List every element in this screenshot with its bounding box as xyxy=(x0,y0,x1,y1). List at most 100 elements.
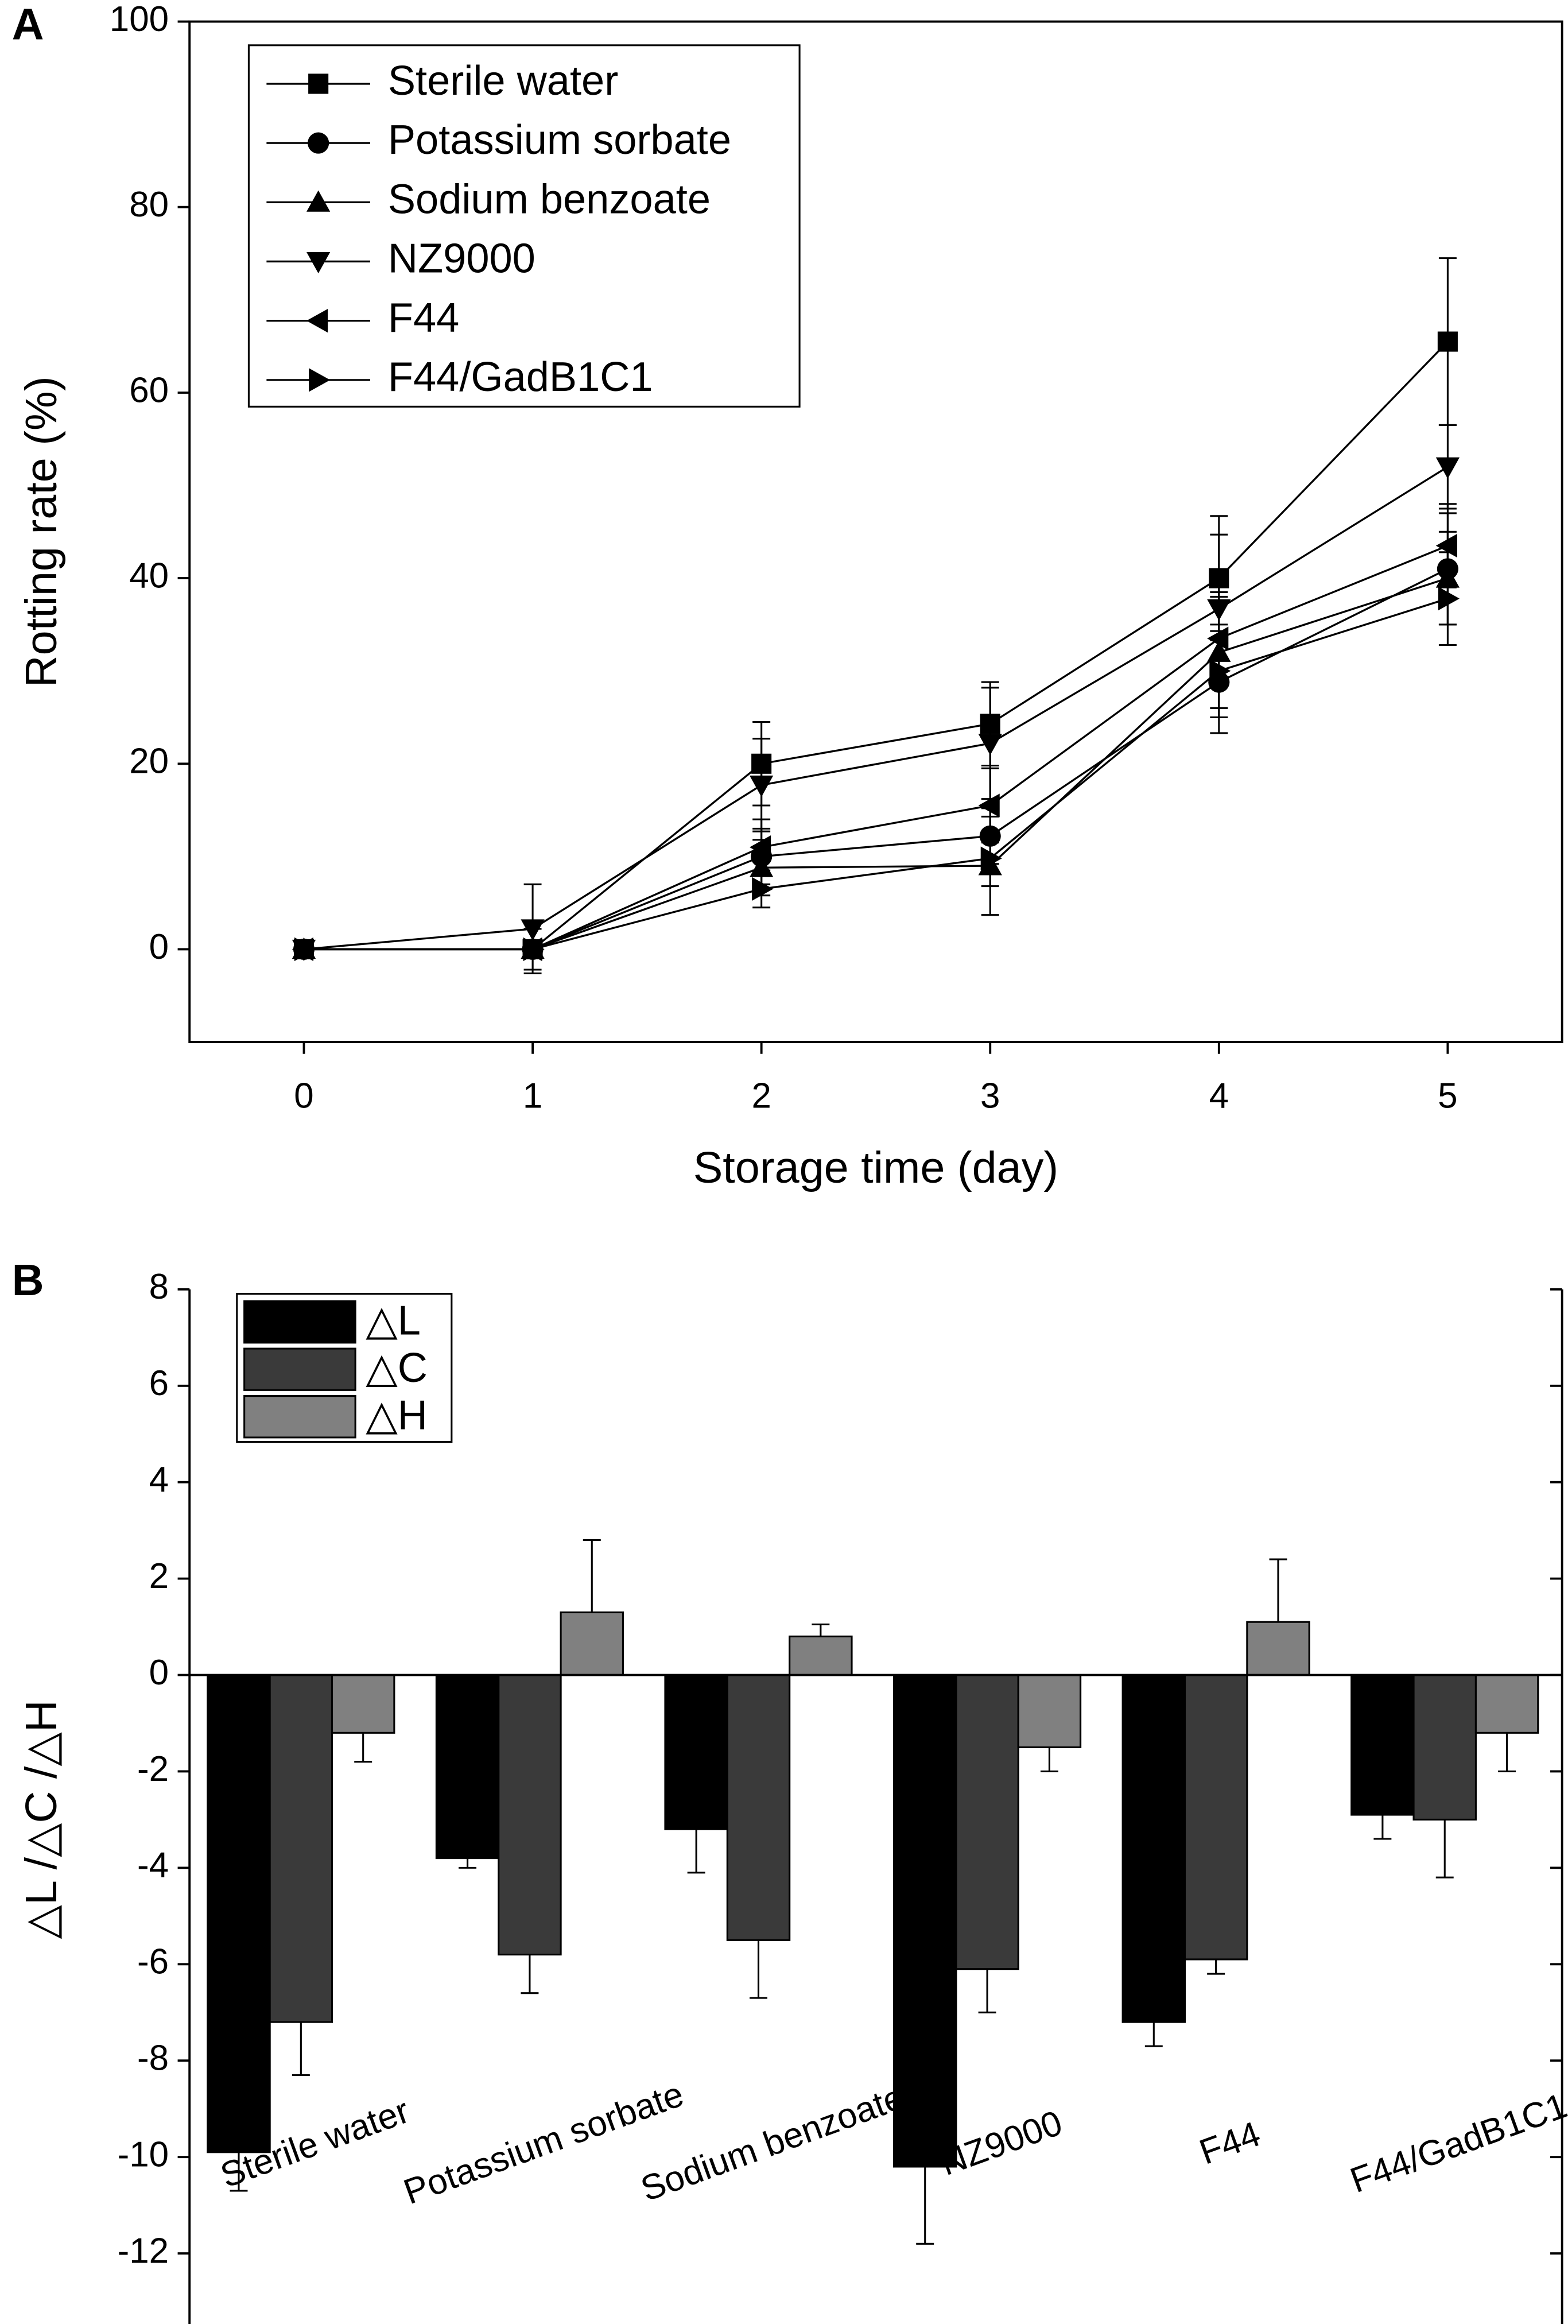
bar xyxy=(1121,1674,1186,2023)
marker xyxy=(1437,331,1458,352)
y-tick-label: -12 xyxy=(118,2231,169,2271)
y-tick-label: 100 xyxy=(110,0,169,39)
error-bar xyxy=(1269,1558,1287,1622)
error-bar xyxy=(916,2166,934,2245)
marker xyxy=(1207,626,1229,650)
marker xyxy=(752,877,774,901)
marker xyxy=(306,251,331,274)
bar xyxy=(893,1674,957,2168)
error-bar xyxy=(1040,1747,1058,1773)
legend-swatch xyxy=(243,1395,356,1439)
y-tick-label: 4 xyxy=(149,1460,169,1500)
x-tick-label: 0 xyxy=(294,1076,313,1115)
error-bar xyxy=(1435,1819,1454,1878)
legend-label: △L xyxy=(366,1297,421,1343)
marker xyxy=(521,919,545,941)
bar xyxy=(269,1674,333,2023)
y-tick-label: -6 xyxy=(137,1942,169,1982)
series-line xyxy=(304,466,1449,951)
bar xyxy=(1246,1621,1310,1676)
y-tick-label: 40 xyxy=(129,556,169,595)
legend-swatch xyxy=(243,1347,356,1391)
legend-label: △H xyxy=(366,1392,428,1438)
legend-label: F44 xyxy=(388,295,459,341)
error-bar xyxy=(1144,2022,1163,2047)
y-tick-label: 2 xyxy=(149,1556,169,1596)
y-tick-label: -4 xyxy=(137,1846,169,1885)
legend-label: Potassium sorbate xyxy=(388,117,731,163)
error-bar xyxy=(583,1539,601,1613)
y-tick-label: 0 xyxy=(149,1653,169,1692)
x-tick-label: 3 xyxy=(980,1076,1000,1115)
marker xyxy=(980,846,1002,870)
marker xyxy=(308,132,329,154)
bar xyxy=(560,1611,624,1676)
error-bar xyxy=(1207,1959,1225,1975)
y-axis-label: Rotting rate (%) xyxy=(17,376,66,687)
bar xyxy=(789,1635,853,1676)
marker xyxy=(978,734,1002,756)
bar xyxy=(1350,1674,1415,1816)
marker xyxy=(306,309,328,333)
bar xyxy=(207,1674,271,2153)
error-bar xyxy=(230,2152,248,2192)
y-tick-label: 6 xyxy=(149,1364,169,1403)
marker xyxy=(294,937,316,962)
marker xyxy=(309,368,331,392)
series-line xyxy=(304,340,1449,951)
bar xyxy=(726,1674,791,1941)
legend-label: △C xyxy=(366,1345,428,1391)
y-tick-label: 0 xyxy=(149,927,169,967)
legend-label: Sterile water xyxy=(388,58,618,104)
error-bar xyxy=(812,1623,830,1637)
x-tick-label: 2 xyxy=(751,1076,771,1115)
error-bar xyxy=(521,1954,539,1994)
marker xyxy=(1435,533,1457,558)
marker xyxy=(1438,587,1460,611)
y-tick-label: 80 xyxy=(129,185,169,224)
marker xyxy=(306,190,331,212)
marker xyxy=(978,793,1000,818)
legend-label: Sodium benzoate xyxy=(388,176,711,222)
x-axis-label: Storage time (day) xyxy=(693,1143,1058,1192)
series-line xyxy=(304,544,1449,951)
legend-box xyxy=(236,1293,453,1443)
series-line xyxy=(304,568,1449,951)
error-bar xyxy=(687,1829,705,1874)
marker xyxy=(1435,457,1460,479)
x-tick-label: F44 xyxy=(1194,2114,1266,2172)
y-tick-label: -2 xyxy=(137,1749,169,1789)
y-tick-label: -10 xyxy=(118,2135,169,2175)
bar xyxy=(331,1674,395,1734)
error-bar xyxy=(459,1858,477,1869)
bar xyxy=(1183,1674,1248,1961)
y-tick-label: 20 xyxy=(129,742,169,781)
bar xyxy=(1017,1674,1082,1749)
x-tick-label: 4 xyxy=(1209,1076,1229,1115)
y-tick-label: 8 xyxy=(149,1267,169,1307)
bar xyxy=(1412,1674,1477,1821)
marker xyxy=(750,835,771,859)
marker xyxy=(750,775,774,797)
panel-label: A xyxy=(12,0,44,49)
bar xyxy=(1474,1674,1539,1734)
error-bar xyxy=(750,1940,767,1999)
bar xyxy=(435,1674,500,1860)
marker xyxy=(308,73,329,94)
x-tick-label: 5 xyxy=(1438,1076,1457,1115)
bar xyxy=(955,1674,1019,1970)
error-bar xyxy=(1373,1815,1392,1840)
error-bar xyxy=(354,1733,372,1763)
legend-box xyxy=(247,44,801,408)
y-tick-label: 60 xyxy=(129,370,169,410)
marker xyxy=(523,937,545,962)
legend-label: NZ9000 xyxy=(388,236,535,282)
error-bar xyxy=(292,2022,310,2076)
marker xyxy=(1209,659,1231,683)
x-tick-label: F44/GadB1C1 xyxy=(1345,2086,1568,2201)
y-axis-label: △L /△C /△H xyxy=(17,1700,66,1939)
panel-label: B xyxy=(12,1256,44,1305)
error-bar xyxy=(1498,1733,1516,1773)
bar xyxy=(498,1674,562,1956)
